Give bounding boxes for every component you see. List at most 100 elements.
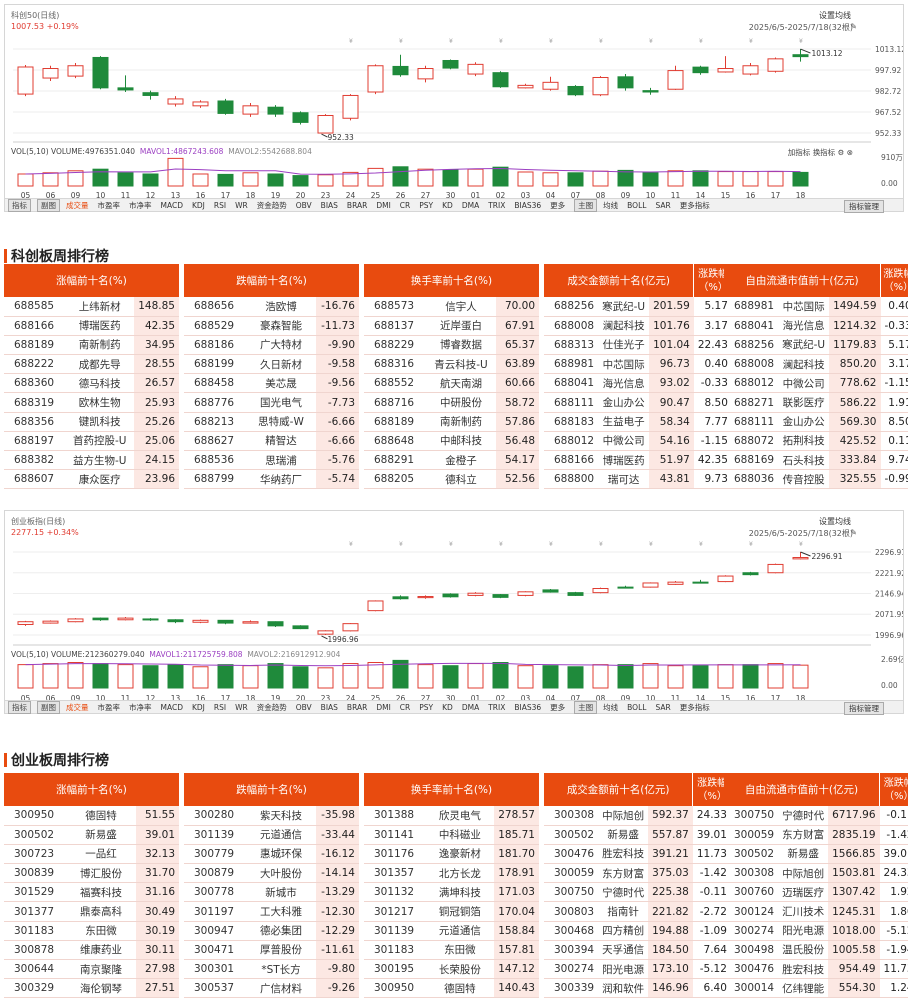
table-row[interactable]: 688012 中微公司 54.16 -1.15 (544, 431, 732, 452)
indicator-tab[interactable]: BOLL (627, 702, 647, 712)
indicator-manage-button[interactable]: 指标管理 (844, 200, 884, 213)
table-row[interactable]: 301357 北方长龙 178.91 (364, 863, 539, 884)
table-row[interactable]: 688213 思特威-W -6.66 (184, 412, 359, 432)
table-row[interactable]: 300059 东方财富 375.03 -1.42 (544, 863, 731, 884)
table-row[interactable]: 301176 逸豪新材 181.70 (364, 844, 539, 865)
indicator-tab[interactable]: KD (442, 200, 453, 210)
table-row[interactable]: 688585 上纬新材 148.85 (4, 297, 179, 317)
table-row[interactable]: 301388 欣灵电气 278.57 (364, 806, 539, 826)
table-row[interactable]: 300947 德必集团 -12.29 (184, 921, 359, 941)
table-row[interactable]: 301139 元道通信 158.84 (364, 921, 539, 941)
indicator-tab[interactable]: 副图 (37, 198, 60, 212)
table-row[interactable]: 300476 胜宏科技 391.21 11.73 (544, 844, 731, 865)
indicator-tab[interactable]: 更多指标 (679, 702, 710, 712)
indicator-tab[interactable]: 主图 (574, 700, 598, 714)
indicator-tab[interactable]: PSY (419, 200, 434, 210)
indicator-tab[interactable]: 资金趋势 (256, 702, 287, 712)
table-row[interactable]: 301529 福赛科技 31.16 (4, 882, 179, 903)
table-row[interactable]: 301183 东田微 157.81 (364, 940, 539, 961)
indicator-tab[interactable]: WR (235, 702, 248, 712)
table-row[interactable]: 688316 青云科技-U 63.89 (364, 354, 539, 375)
table-row[interactable]: 688186 广大特材 -9.90 (184, 335, 359, 356)
indicator-tab[interactable]: 市盈率 (97, 200, 121, 210)
indicator-tab[interactable]: OBV (295, 200, 312, 210)
table-row[interactable]: 688189 南新制药 34.95 (4, 335, 179, 356)
date-range[interactable]: 2025/6/5-2025/7/18(32根) (748, 529, 853, 538)
indicator-tab[interactable]: CR (399, 200, 411, 210)
table-row[interactable]: 688008 澜起科技 101.76 3.17 (544, 316, 732, 336)
table-row[interactable]: 300468 四方精创 194.88 -1.09 (544, 921, 731, 941)
table-row[interactable]: 300723 一品红 32.13 (4, 844, 179, 865)
indicator-tab[interactable]: 更多指标 (679, 200, 710, 210)
indicator-tab[interactable]: TRIX (488, 702, 506, 712)
indicator-tab[interactable]: 指标 (8, 700, 31, 714)
table-row[interactable]: 300329 海伦钢琴 27.51 (4, 978, 179, 999)
table-row[interactable]: 688648 中邮科技 56.48 (364, 431, 539, 452)
table-row[interactable]: 301183 东田微 30.19 (4, 921, 179, 941)
indicator-tab[interactable]: 市净率 (129, 200, 152, 210)
table-row[interactable]: 688800 瑞可达 43.81 9.73 (544, 469, 732, 490)
indicator-tab[interactable]: DMA (461, 702, 480, 712)
table-row[interactable]: 688607 康众医疗 23.96 (4, 469, 179, 490)
indicator-tab[interactable]: TRIX (488, 200, 506, 210)
table-row[interactable]: 300195 长荣股份 147.12 (364, 959, 539, 980)
table-row[interactable]: 688256 寒武纪-U 201.59 5.17 (544, 297, 732, 317)
indicator-tab[interactable]: 均线 (603, 702, 619, 712)
table-row[interactable]: 300779 惠城环保 -16.12 (184, 844, 359, 865)
cyb-chart[interactable]: 创业板指(日线) 2277.15 +0.34% 设置均线 2025/6/5-20… (4, 510, 904, 715)
table-row[interactable]: 300878 维康药业 30.11 (4, 940, 179, 961)
indicator-tab[interactable]: DMA (461, 200, 480, 210)
table-row[interactable]: 688981 中芯国际 96.73 0.40 (544, 354, 732, 375)
indicator-tab[interactable]: WR (235, 200, 248, 210)
date-range[interactable]: 2025/6/5-2025/7/18(32根) (748, 23, 853, 32)
indicator-tab[interactable]: KDJ (191, 200, 205, 210)
table-row[interactable]: 300502 新易盛 557.87 39.01 (544, 825, 731, 845)
table-row[interactable]: 688529 豪森智能 -11.73 (184, 316, 359, 336)
table-row[interactable]: 688656 浩欧博 -16.76 (184, 297, 359, 317)
close-icon[interactable]: ⊗ (846, 148, 853, 157)
indicator-tab[interactable]: 指标 (8, 198, 31, 212)
table-row[interactable]: 300339 润和软件 146.96 6.40 (544, 978, 731, 999)
table-row[interactable]: 688291 金橙子 54.17 (364, 450, 539, 471)
table-row[interactable]: 300950 德固特 51.55 (4, 806, 179, 826)
table-row[interactable]: 688552 航天南湖 60.66 (364, 373, 539, 394)
indicator-tab[interactable]: DMI (376, 200, 391, 210)
indicator-tab[interactable]: RSI (213, 702, 227, 712)
table-row[interactable]: 688183 生益电子 58.34 7.77 (544, 412, 732, 432)
table-row[interactable]: 300301 *ST长方 -9.80 (184, 959, 359, 980)
table-row[interactable]: 300803 指南针 221.82 -2.72 (544, 901, 731, 922)
indicator-tab[interactable]: 主图 (574, 198, 598, 212)
table-row[interactable]: 688111 金山办公 90.47 8.50 (544, 392, 732, 413)
indicator-manage-button[interactable]: 指标管理 (844, 702, 884, 715)
indicator-tab[interactable]: PSY (419, 702, 434, 712)
table-row[interactable]: 688360 德马科技 26.57 (4, 373, 179, 394)
table-row[interactable]: 688536 思瑞浦 -5.76 (184, 450, 359, 471)
indicator-tab[interactable]: BIAS36 (514, 200, 542, 210)
table-row[interactable]: 300778 新城市 -13.29 (184, 882, 359, 903)
change-indicator-button[interactable]: 换指标 (812, 148, 836, 157)
table-row[interactable]: 688199 久日新材 -9.58 (184, 354, 359, 375)
table-row[interactable]: 688716 中研股份 58.72 (364, 392, 539, 413)
table-row[interactable]: 688222 成都先导 28.55 (4, 354, 179, 375)
table-row[interactable]: 688382 益方生物-U 24.15 (4, 450, 179, 471)
indicator-tab[interactable]: BIAS36 (514, 702, 542, 712)
table-row[interactable]: 688627 精智达 -6.66 (184, 431, 359, 452)
indicator-tab[interactable]: 更多 (550, 702, 566, 712)
indicator-tab[interactable]: 成交量 (66, 200, 89, 210)
table-row[interactable]: 300274 阳光电源 173.10 -5.12 (544, 959, 731, 980)
indicator-tab[interactable]: BIAS (320, 702, 338, 712)
